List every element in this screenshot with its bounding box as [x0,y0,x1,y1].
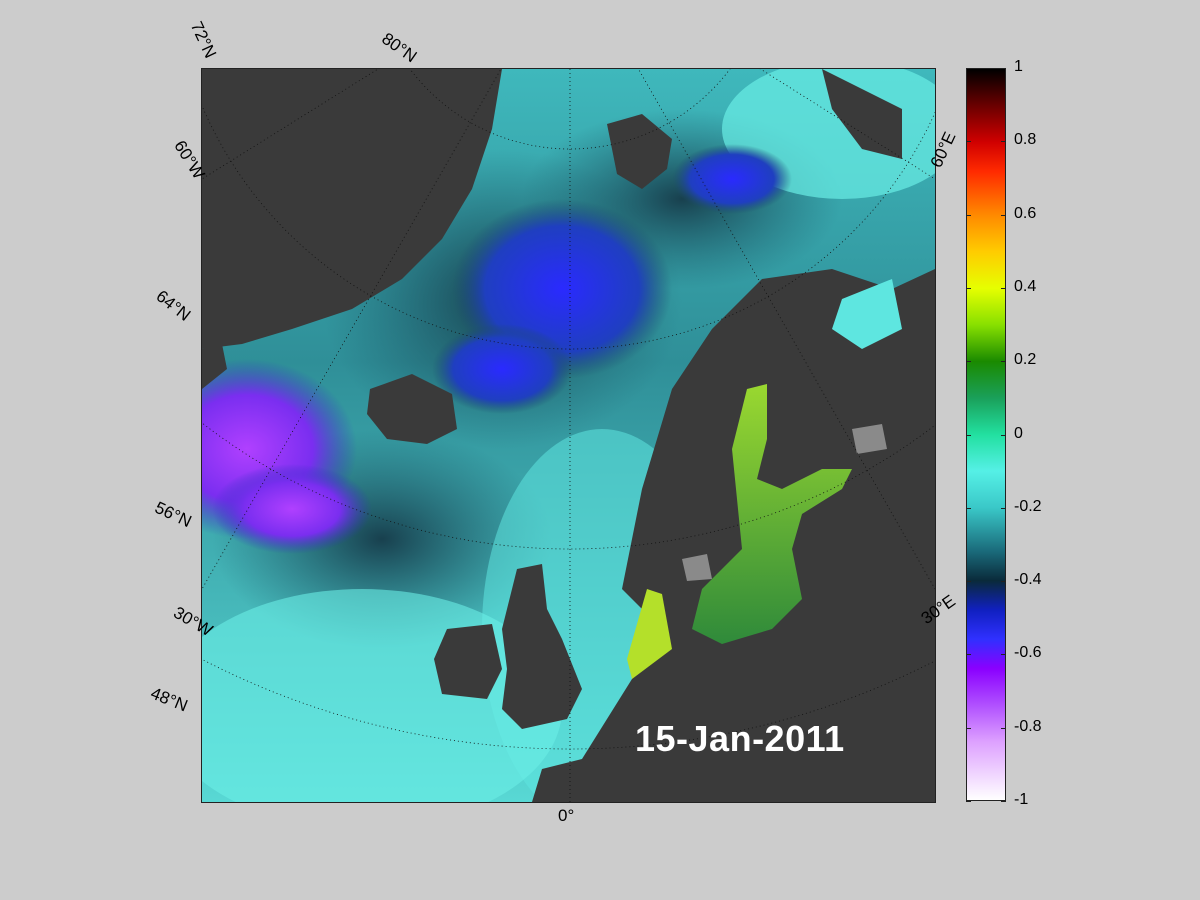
colorbar [966,68,1006,801]
lat-label-72n: 72°N [186,18,221,62]
map-panel [201,68,936,803]
colorbar-tick-mark [966,214,971,216]
colorbar-tick-mark [1001,507,1006,509]
colorbar-tick-mark [1001,801,1006,802]
date-stamp: 15-Jan-2011 [635,718,845,759]
colorbar-tick-mark [1001,581,1006,583]
colorbar-tick-label: -0.8 [1014,717,1042,735]
great-britain-land [502,564,582,729]
colorbar-tick-mark [1001,727,1006,729]
ireland-land [434,624,502,699]
colorbar-tick-mark [966,434,971,436]
ice-patch [852,424,887,454]
colorbar-tick-mark [966,507,971,509]
blue-anomaly [432,324,572,414]
greenland-land [202,69,502,349]
colorbar-tick-label: -1 [1014,791,1029,808]
colorbar-tick-mark [966,727,971,729]
colorbar-tick-mark [1001,214,1006,216]
graticule [202,69,935,802]
colorbar-tick-label: 0 [1014,424,1023,442]
scandinavia-land [532,269,935,802]
colorbar-tick-mark [966,68,971,69]
north-sea-coastal-band [627,589,672,679]
colorbar-tick-label: -0.2 [1014,497,1042,515]
colorbar-tick-label: -0.6 [1014,644,1042,662]
lat-label-48n: 48°N [148,683,191,716]
colorbar-tick-label: 0.2 [1014,351,1037,369]
labrador-land [202,344,227,389]
blue-anomaly [672,144,792,214]
colorbar-tick-mark [966,141,971,143]
iceland-land [367,374,457,444]
svalbard-land [607,114,672,189]
ice-patch [682,554,712,581]
lat-label-56n: 56°N [151,497,195,532]
colorbar-tick-mark [966,801,971,802]
colorbar-tick-mark [966,287,971,289]
colorbar-tick-label: 0.4 [1014,277,1037,295]
colorbar-tick-label: -0.4 [1014,571,1042,589]
arctic-islands-land [822,69,902,159]
sea-level-map [202,69,935,802]
colorbar-tick-mark [1001,287,1006,289]
colorbar-tick-mark [966,361,971,363]
colorbar-tick-label: 0.8 [1014,131,1037,149]
colorbar-tick-mark [1001,361,1006,363]
colorbar-tick-mark [1001,654,1006,656]
white-sea [832,279,902,349]
lat-label-80n: 80°N [378,28,421,67]
colorbar-tick-label: 0.6 [1014,204,1037,222]
meridian-label: 0° [558,806,575,825]
colorbar-tick-mark [1001,68,1006,69]
colorbar-tick-mark [1001,434,1006,436]
colorbar-tick-mark [966,581,971,583]
colorbar-tick-mark [966,654,971,656]
purple-anomaly [212,464,372,554]
colorbar-tick-mark [1001,141,1006,143]
colorbar-tick-label: 1 [1014,58,1023,75]
lat-label-64n: 64°N [152,286,195,325]
